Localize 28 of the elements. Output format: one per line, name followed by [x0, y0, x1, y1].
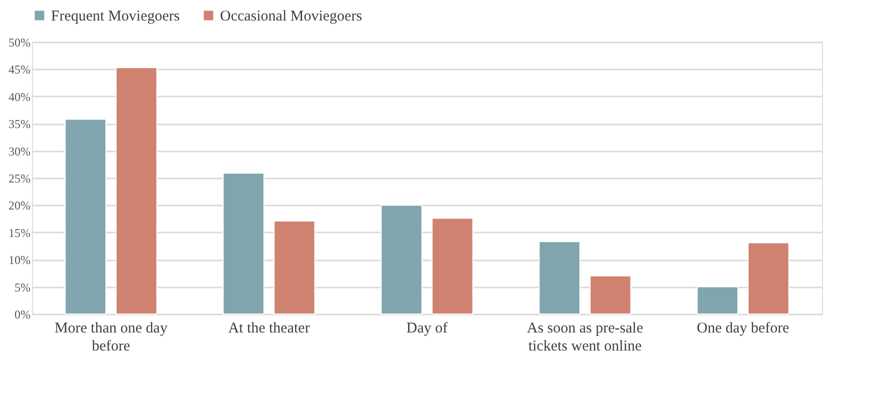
- bar: [116, 67, 158, 314]
- y-tick-label: 40%: [8, 90, 30, 104]
- legend-label: Occasional Moviegoers: [220, 8, 362, 25]
- x-tick-label: At the theater: [228, 320, 310, 336]
- x-tick-label: As soon as pre-sale tickets went online: [526, 320, 644, 354]
- bar: [432, 218, 474, 314]
- bar: [696, 286, 738, 314]
- y-tick-label: 10%: [8, 253, 30, 268]
- y-tick-label: 5%: [14, 280, 30, 294]
- y-tick-label: 0%: [14, 308, 30, 322]
- bar: [274, 220, 316, 314]
- x-tick-label: More than one day before: [54, 320, 168, 354]
- y-tick-label: 25%: [8, 172, 30, 186]
- bar: [748, 242, 790, 314]
- y-tick-label: 45%: [8, 62, 30, 77]
- bar: [590, 275, 632, 314]
- y-tick-label: 50%: [8, 36, 30, 50]
- legend-label: Frequent Moviegoers: [51, 8, 180, 25]
- x-tick-label: Day of: [406, 320, 448, 336]
- bar: [538, 241, 580, 314]
- y-tick-label: 30%: [8, 144, 30, 158]
- y-tick-label: 15%: [8, 226, 30, 240]
- bar: [222, 172, 264, 314]
- y-tick-label: 20%: [8, 198, 30, 213]
- bar: [64, 118, 106, 314]
- y-tick-label: 35%: [8, 117, 30, 132]
- bar: [380, 204, 422, 314]
- x-tick-label: One day before: [696, 320, 790, 336]
